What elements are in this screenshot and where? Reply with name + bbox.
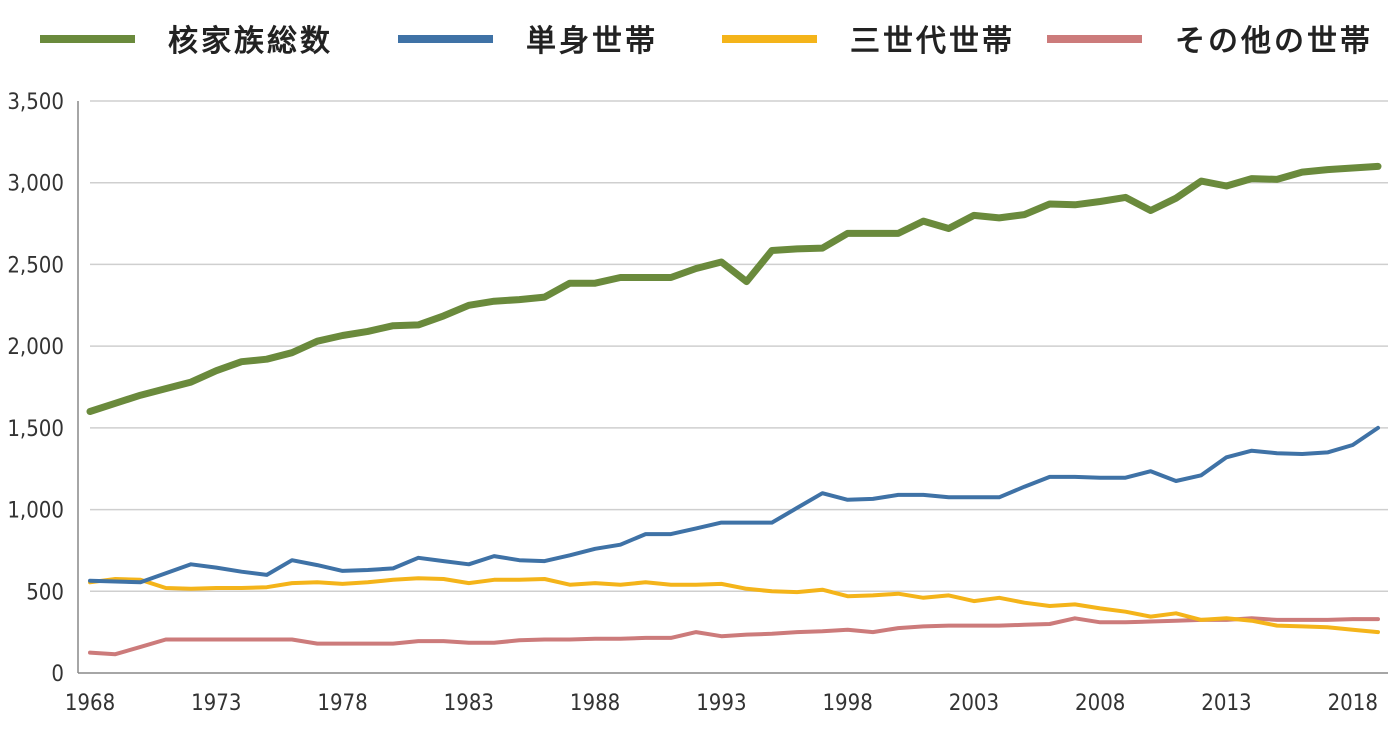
x-tick-label: 2018 [1328, 691, 1378, 716]
chart-series [86, 162, 1382, 657]
y-tick-label: 3,500 [7, 90, 64, 115]
y-tick-label: 500 [26, 580, 64, 605]
x-tick-label: 1978 [317, 691, 367, 716]
series-line [88, 616, 1380, 657]
x-tick-label: 1983 [444, 691, 494, 716]
legend-swatch [398, 35, 493, 43]
x-axis: 1968 1973 1978 1983 1988 1993 1998 2003 2008 2013… [65, 691, 1378, 716]
legend-item: 単身世帯 [398, 24, 658, 59]
x-tick-label: 1968 [65, 691, 115, 716]
y-tick-label: 0 [51, 662, 64, 687]
x-tick-label: 2013 [1201, 691, 1251, 716]
legend-label: その他の世帯 [1175, 24, 1373, 59]
series-line [88, 425, 1380, 585]
x-tick-label: 2008 [1075, 691, 1125, 716]
series-line [86, 162, 1382, 415]
series-line [88, 576, 1380, 635]
y-tick-label: 2,000 [7, 335, 64, 360]
legend-label: 核家族総数 [168, 24, 333, 59]
legend-swatch [40, 35, 135, 43]
y-axis: 0 500 1,000 1,500 2,000 2,500 3,000 3,500 [7, 90, 64, 687]
chart-legend: 核家族総数 単身世帯 三世代世帯 その他の世帯 [40, 24, 1373, 59]
x-tick-label: 1993 [696, 691, 746, 716]
x-tick-label: 2003 [949, 691, 999, 716]
legend-swatch [722, 35, 817, 43]
y-tick-label: 1,500 [7, 417, 64, 442]
x-tick-label: 1973 [191, 691, 241, 716]
y-tick-label: 2,500 [7, 253, 64, 278]
legend-label: 単身世帯 [526, 24, 658, 59]
legend-label: 三世代世帯 [850, 24, 1015, 59]
x-tick-label: 1988 [570, 691, 620, 716]
legend-item: 三世代世帯 [722, 24, 1015, 59]
x-tick-label: 1998 [822, 691, 872, 716]
legend-item: その他の世帯 [1047, 24, 1373, 59]
legend-swatch [1047, 35, 1142, 43]
y-tick-label: 3,000 [7, 172, 64, 197]
y-tick-label: 1,000 [7, 499, 64, 524]
legend-item: 核家族総数 [40, 24, 333, 59]
